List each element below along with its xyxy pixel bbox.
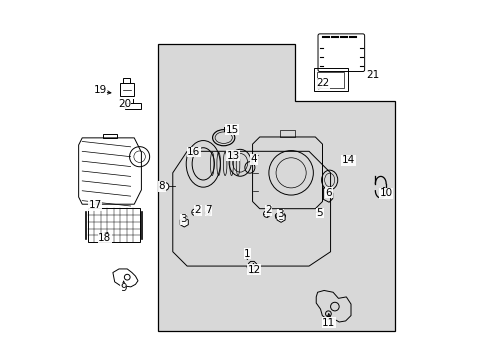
Circle shape [182, 220, 186, 224]
Bar [120, 83, 134, 96]
Circle shape [279, 216, 283, 220]
Text: 14: 14 [341, 155, 354, 165]
Bar [102, 134, 117, 138]
Text: 13: 13 [226, 150, 239, 161]
Text: 12: 12 [247, 265, 260, 275]
Text: 3: 3 [277, 209, 283, 219]
Text: 18: 18 [98, 233, 111, 243]
Polygon shape [180, 218, 188, 227]
Text: 16: 16 [186, 147, 200, 157]
Text: 8: 8 [159, 181, 165, 192]
Text: 2: 2 [264, 206, 271, 216]
Text: 9: 9 [120, 283, 127, 293]
Text: 11: 11 [322, 318, 335, 328]
Circle shape [205, 211, 210, 216]
Text: 15: 15 [225, 125, 238, 135]
Circle shape [191, 209, 198, 216]
Text: 17: 17 [88, 200, 102, 210]
Polygon shape [158, 44, 394, 330]
Text: 19: 19 [94, 85, 107, 95]
Text: 20: 20 [118, 99, 131, 109]
Text: 5: 5 [316, 208, 323, 218]
Text: 1: 1 [244, 248, 250, 258]
Bar [317, 72, 344, 87]
Bar [125, 103, 141, 109]
Text: 2: 2 [194, 206, 201, 216]
Text: 4: 4 [250, 154, 257, 164]
Bar [280, 130, 294, 137]
Text: 10: 10 [379, 188, 392, 198]
Bar [313, 68, 347, 91]
Bar [88, 208, 140, 242]
Text: 6: 6 [325, 188, 331, 198]
Circle shape [161, 183, 168, 190]
Text: 21: 21 [366, 70, 379, 80]
Text: 22: 22 [315, 78, 328, 88]
Text: 7: 7 [205, 206, 211, 216]
Polygon shape [277, 213, 285, 222]
Text: 3: 3 [180, 215, 186, 224]
Bar [123, 78, 130, 83]
Circle shape [263, 211, 269, 217]
